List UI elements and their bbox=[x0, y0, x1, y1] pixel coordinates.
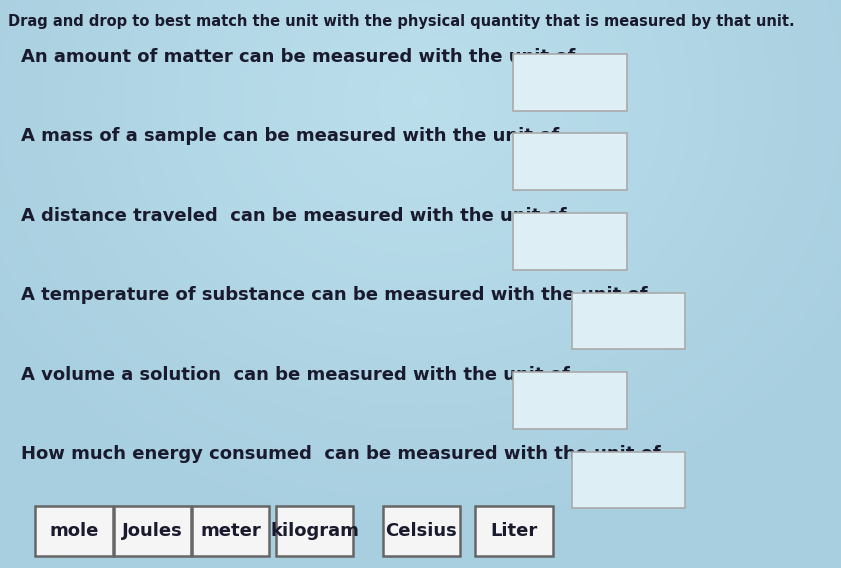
Text: A mass of a sample can be measured with the unit of: A mass of a sample can be measured with … bbox=[21, 127, 559, 145]
FancyBboxPatch shape bbox=[35, 506, 113, 556]
Text: Celsius: Celsius bbox=[385, 522, 458, 540]
Text: How much energy consumed  can be measured with the unit of: How much energy consumed can be measured… bbox=[21, 445, 661, 463]
FancyBboxPatch shape bbox=[276, 506, 353, 556]
Text: A volume a solution  can be measured with the unit of: A volume a solution can be measured with… bbox=[21, 366, 570, 384]
Text: mole: mole bbox=[50, 522, 98, 540]
FancyBboxPatch shape bbox=[114, 506, 191, 556]
Text: meter: meter bbox=[200, 522, 261, 540]
Text: Drag and drop to best match the unit with the physical quantity that is measured: Drag and drop to best match the unit wit… bbox=[8, 14, 795, 29]
FancyBboxPatch shape bbox=[192, 506, 269, 556]
Text: An amount of matter can be measured with the unit of: An amount of matter can be measured with… bbox=[21, 48, 575, 66]
FancyBboxPatch shape bbox=[572, 452, 685, 508]
Text: A temperature of substance can be measured with the unit of: A temperature of substance can be measur… bbox=[21, 286, 648, 304]
FancyBboxPatch shape bbox=[383, 506, 460, 556]
FancyBboxPatch shape bbox=[513, 213, 627, 270]
FancyBboxPatch shape bbox=[513, 372, 627, 429]
Text: Joules: Joules bbox=[122, 522, 182, 540]
FancyBboxPatch shape bbox=[513, 133, 627, 190]
Text: A distance traveled  can be measured with the unit of: A distance traveled can be measured with… bbox=[21, 207, 567, 225]
Text: Liter: Liter bbox=[490, 522, 537, 540]
Text: kilogram: kilogram bbox=[270, 522, 359, 540]
FancyBboxPatch shape bbox=[572, 293, 685, 349]
FancyBboxPatch shape bbox=[513, 54, 627, 111]
FancyBboxPatch shape bbox=[475, 506, 553, 556]
